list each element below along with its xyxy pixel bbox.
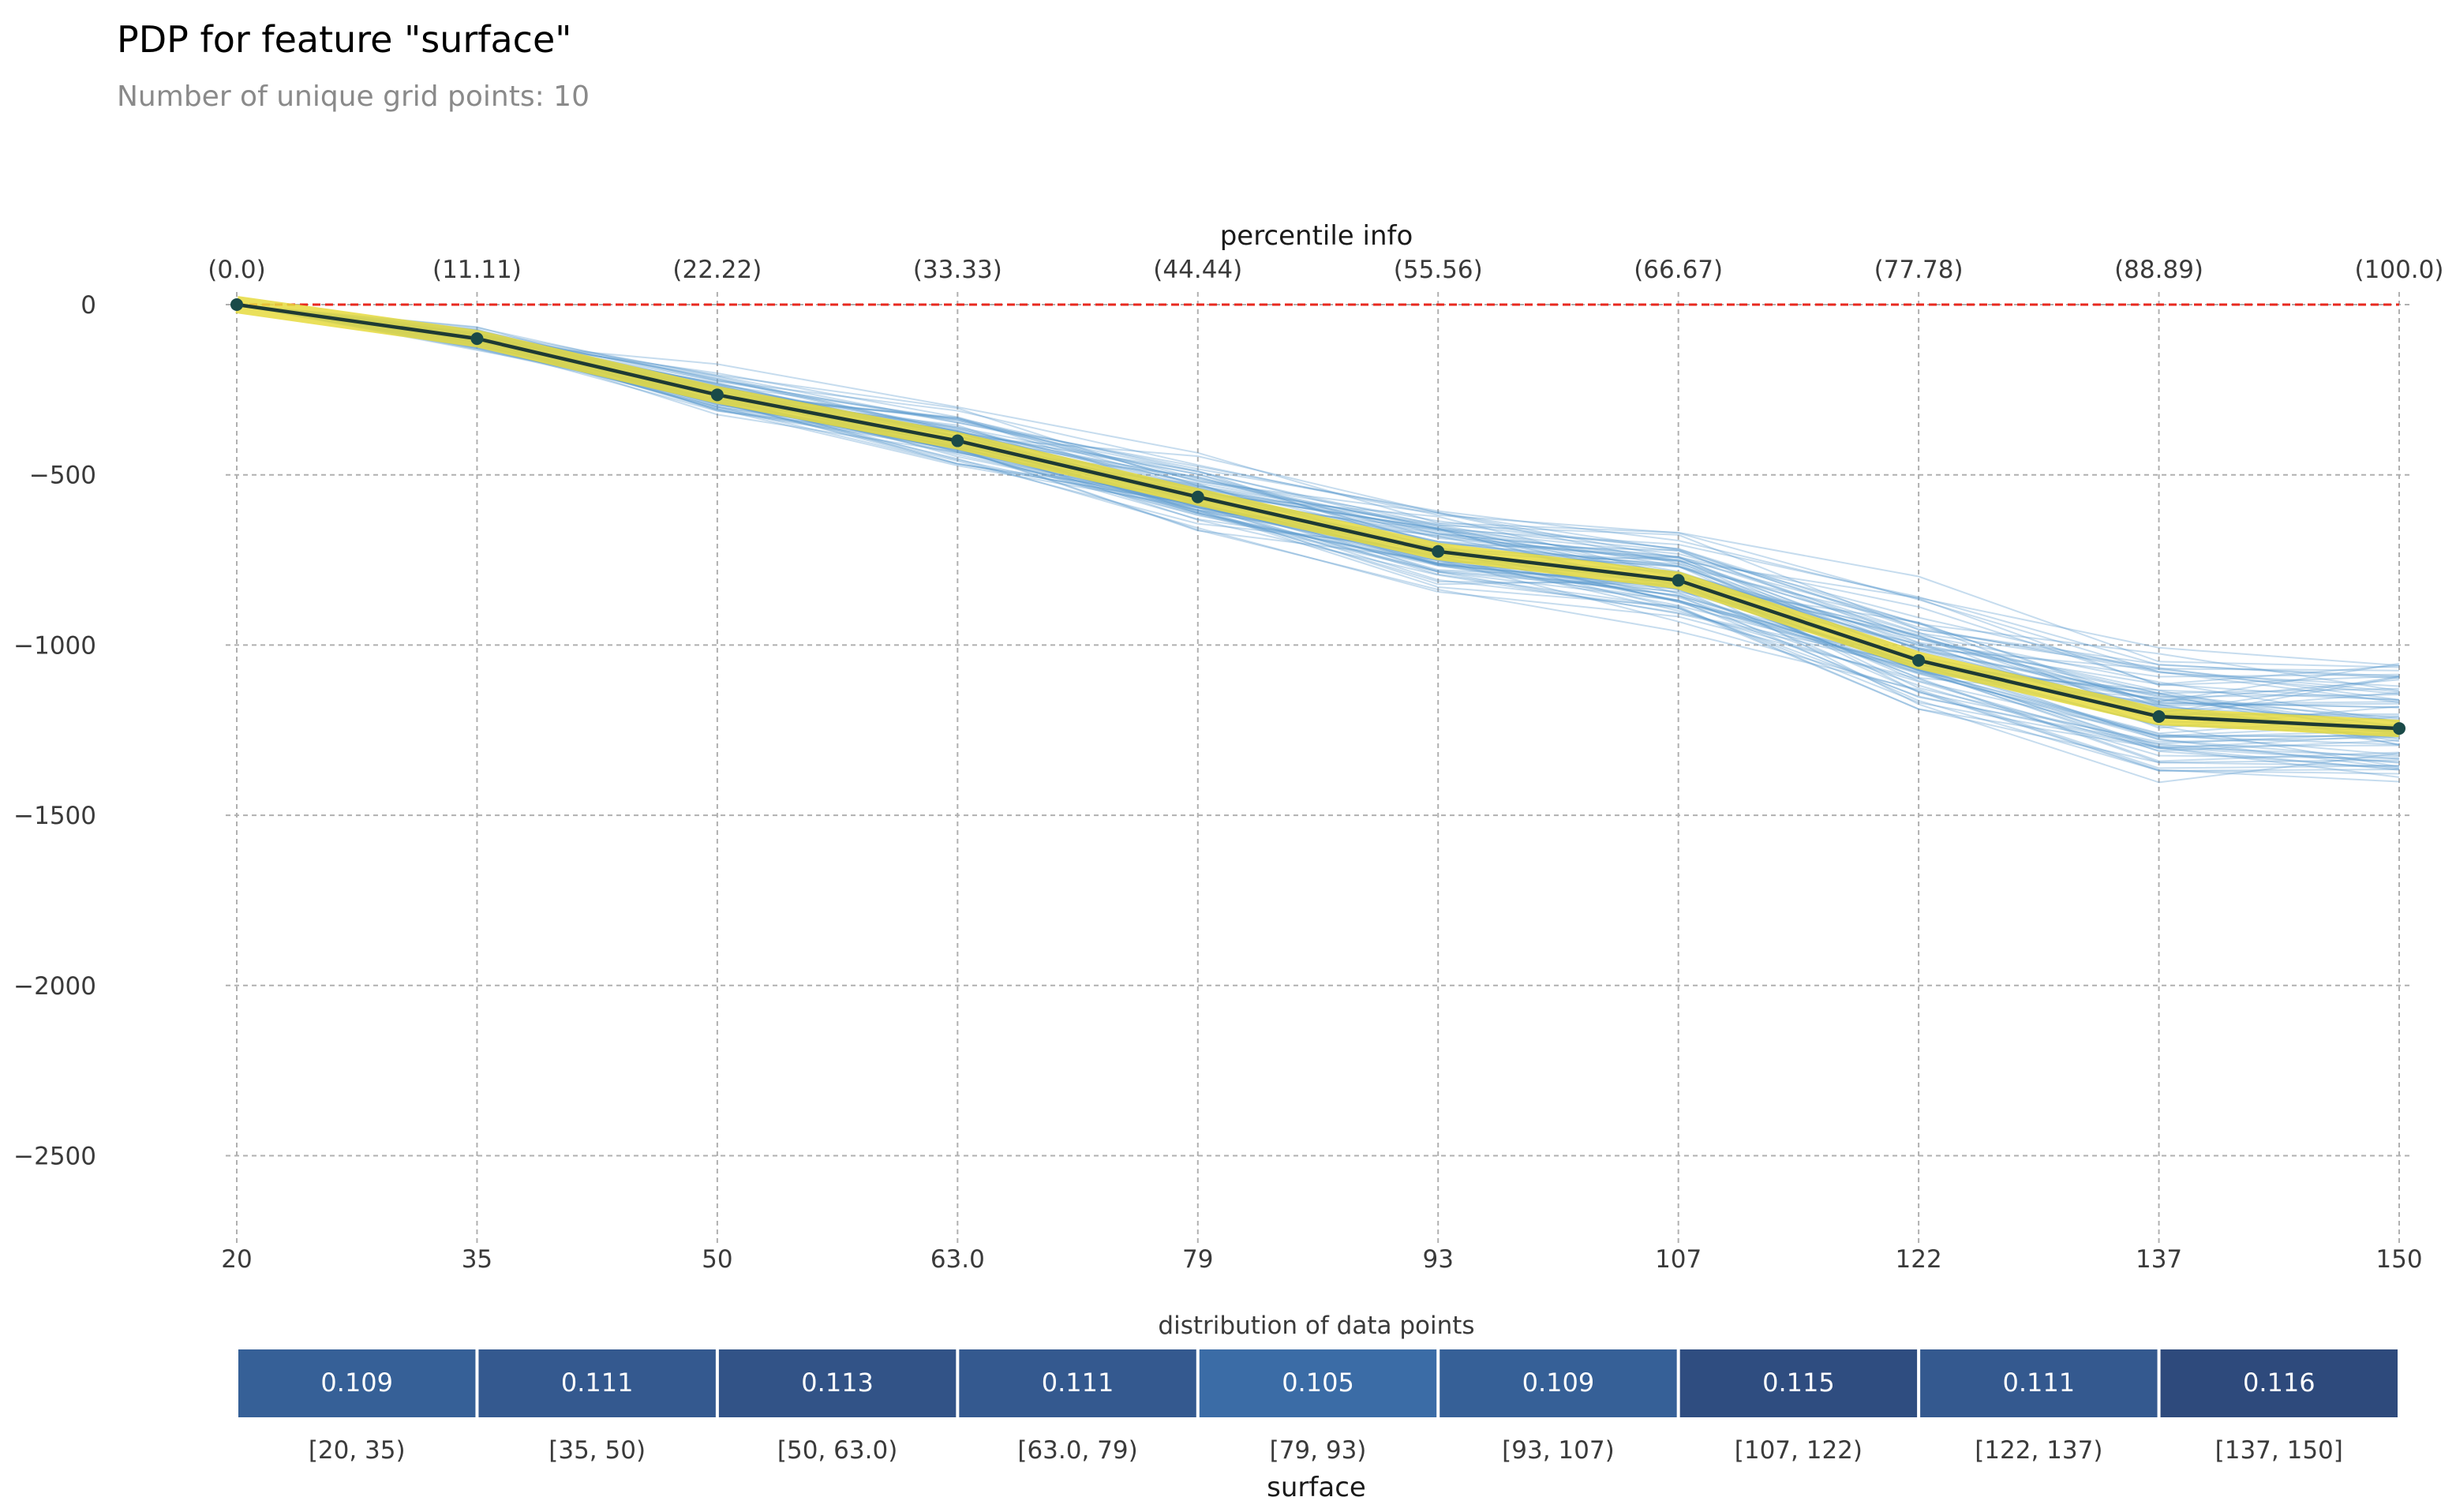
pdp-point bbox=[1191, 490, 1204, 503]
x-tick-label: 79 bbox=[1182, 1245, 1213, 1274]
x-tick-label: 107 bbox=[1655, 1245, 1702, 1274]
distribution-bin-label: [107, 122) bbox=[1735, 1436, 1863, 1465]
ice-line bbox=[236, 304, 2400, 672]
distribution-value: 0.111 bbox=[1042, 1368, 1114, 1398]
x-tick-label: 20 bbox=[221, 1245, 252, 1274]
ice-line bbox=[236, 304, 2400, 771]
y-tick-label: 0 bbox=[80, 291, 96, 320]
ice-line bbox=[236, 304, 2400, 667]
ice-line bbox=[236, 304, 2400, 767]
x-tick-label: 63.0 bbox=[930, 1245, 985, 1274]
ice-line bbox=[236, 304, 2400, 679]
distribution-layer: 0.109 [20, 35) 0.111 [35, 50) 0.113 [50, 63.0… bbox=[238, 1349, 2398, 1465]
y-tick-label: −2000 bbox=[13, 972, 96, 1001]
x-tick-label: 150 bbox=[2376, 1245, 2422, 1274]
y-tick-label: −500 bbox=[29, 462, 96, 490]
pdp-point bbox=[1912, 653, 1926, 667]
ice-lines bbox=[236, 304, 2400, 784]
pdp-point bbox=[2152, 709, 2166, 723]
percentile-tick-label: (66.67) bbox=[1634, 256, 1723, 284]
ice-line bbox=[236, 304, 2400, 701]
ice-line bbox=[236, 304, 2400, 692]
percentile-tick-label: (55.56) bbox=[1394, 256, 1483, 284]
top-axis-label: percentile info bbox=[1220, 220, 1413, 252]
distribution-value: 0.109 bbox=[320, 1368, 393, 1398]
distribution-bin-label: [122, 137) bbox=[1975, 1436, 2102, 1465]
distribution-cell bbox=[959, 1349, 1196, 1417]
pdp-point bbox=[710, 388, 724, 402]
pdp-point bbox=[230, 298, 243, 311]
x-tick-label: 137 bbox=[2136, 1245, 2182, 1274]
pdp-point bbox=[1432, 545, 1445, 558]
x-axis-label: surface bbox=[1267, 1472, 1366, 1503]
distribution-bin-label: [63.0, 79) bbox=[1017, 1436, 1137, 1465]
percentile-tick-label: (77.78) bbox=[1874, 256, 1964, 284]
pdp-line bbox=[236, 302, 2400, 731]
x-tick-label: 93 bbox=[1422, 1245, 1453, 1274]
distribution-value: 0.111 bbox=[2003, 1368, 2076, 1398]
distribution-value: 0.105 bbox=[1282, 1368, 1354, 1398]
pdp-point bbox=[1672, 574, 1685, 587]
distribution-value: 0.113 bbox=[801, 1368, 874, 1398]
tick-labels: 0 −500 −1000 −1500 −2000 −2500 20 (0.0) 35 (11.11… bbox=[13, 256, 2443, 1274]
chart-subtitle: Number of unique grid points: 10 bbox=[117, 80, 590, 113]
distribution-cell bbox=[1679, 1349, 1918, 1417]
percentile-tick-label: (11.11) bbox=[432, 256, 522, 284]
distribution-cell bbox=[478, 1349, 716, 1417]
x-tick-label: 50 bbox=[702, 1245, 732, 1274]
pdp-layer bbox=[230, 296, 2405, 738]
y-tick-label: −2500 bbox=[13, 1143, 96, 1171]
percentile-tick-label: (100.0) bbox=[2355, 256, 2444, 284]
ice-line bbox=[236, 304, 2400, 705]
percentile-tick-label: (44.44) bbox=[1153, 256, 1242, 284]
y-tick-label: −1500 bbox=[13, 802, 96, 830]
distribution-value: 0.109 bbox=[1522, 1368, 1595, 1398]
x-tick-label: 35 bbox=[462, 1245, 492, 1274]
grid-layer bbox=[226, 292, 2410, 1247]
distribution-cell bbox=[1199, 1349, 1437, 1417]
distribution-cell bbox=[718, 1349, 957, 1417]
distribution-cell bbox=[2160, 1349, 2398, 1417]
distribution-bin-label: [79, 93) bbox=[1270, 1436, 1367, 1465]
distribution-bin-label: [35, 50) bbox=[548, 1436, 646, 1465]
distribution-value: 0.111 bbox=[561, 1368, 634, 1398]
ice-line bbox=[236, 304, 2400, 668]
ice-line bbox=[236, 304, 2400, 704]
distribution-cell bbox=[1920, 1349, 2158, 1417]
ice-line bbox=[236, 304, 2400, 703]
percentile-tick-label: (22.22) bbox=[672, 256, 762, 284]
chart-title: PDP for feature "surface" bbox=[117, 18, 571, 61]
x-tick-label: 122 bbox=[1896, 1245, 1942, 1274]
distribution-title: distribution of data points bbox=[1158, 1312, 1474, 1340]
distribution-value: 0.116 bbox=[2243, 1368, 2316, 1398]
distribution-bin-label: [137, 150] bbox=[2215, 1436, 2343, 1465]
pdp-point bbox=[2393, 722, 2405, 735]
percentile-tick-label: (33.33) bbox=[913, 256, 1002, 284]
ice-line bbox=[236, 304, 2400, 778]
percentile-tick-label: (0.0) bbox=[208, 256, 266, 284]
distribution-value: 0.115 bbox=[1762, 1368, 1835, 1398]
percentile-tick-label: (88.89) bbox=[2114, 256, 2203, 284]
distribution-bin-label: [50, 63.0) bbox=[777, 1436, 897, 1465]
pdp-point bbox=[951, 434, 964, 447]
distribution-cell bbox=[1440, 1349, 1677, 1417]
distribution-bin-label: [93, 107) bbox=[1502, 1436, 1615, 1465]
pdp-point bbox=[470, 332, 484, 346]
distribution-cell bbox=[238, 1349, 476, 1417]
y-tick-label: −1000 bbox=[13, 631, 96, 660]
distribution-bin-label: [20, 35) bbox=[309, 1436, 406, 1465]
